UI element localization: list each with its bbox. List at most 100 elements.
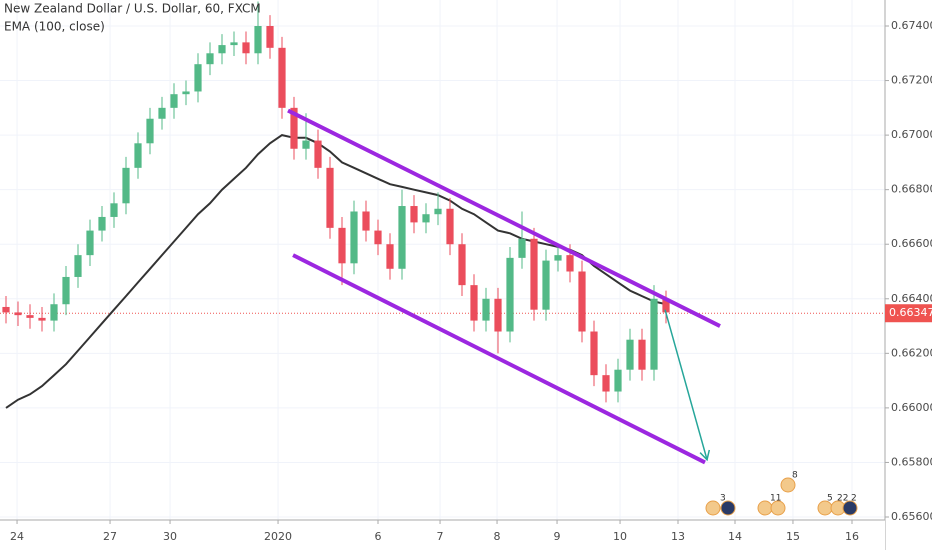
candle-body	[662, 298, 670, 313]
event-count: 3	[720, 494, 726, 504]
event-icon[interactable]	[720, 500, 736, 516]
candle-body	[554, 255, 562, 261]
forecast-arrow-head	[699, 449, 711, 462]
price-axis	[885, 0, 932, 550]
candle-body	[242, 42, 250, 54]
event-icon[interactable]	[770, 500, 786, 516]
event-count: 22	[837, 494, 848, 504]
trendline	[287, 108, 721, 328]
event-icon[interactable]	[705, 500, 721, 516]
x-tick-label: 10	[613, 530, 627, 543]
y-tick-label: 0.67400	[891, 19, 932, 32]
candle-body	[398, 206, 406, 269]
candle-body	[470, 285, 478, 321]
x-tick-label: 6	[375, 530, 382, 543]
forecast-arrow	[664, 309, 708, 460]
candle-body	[158, 107, 166, 119]
candle-body	[338, 227, 346, 264]
candle-body	[302, 140, 310, 149]
x-tick-label: 7	[437, 530, 444, 543]
candle-body	[74, 255, 82, 277]
candle-body	[626, 339, 634, 370]
y-tick-label: 0.66600	[891, 237, 932, 250]
y-tick-label: 0.66400	[891, 292, 932, 305]
indicator-label: EMA (100, close)	[4, 20, 105, 34]
event-icon[interactable]	[842, 500, 858, 516]
x-tick-label: 24	[10, 530, 24, 543]
event-icon[interactable]	[780, 477, 796, 493]
candle-body	[146, 118, 154, 144]
candle-body	[422, 214, 430, 223]
y-tick-label: 0.67000	[891, 128, 932, 141]
candle-body	[506, 257, 514, 332]
candle-body	[218, 45, 226, 54]
candle-body	[170, 94, 178, 108]
candle-body	[458, 244, 466, 286]
chart-title: New Zealand Dollar / U.S. Dollar, 60, FX…	[4, 2, 261, 16]
candle-body	[374, 230, 382, 245]
candle-body	[650, 298, 658, 370]
y-tick-label: 0.66000	[891, 401, 932, 414]
candle-body	[230, 42, 238, 46]
candle-body	[110, 203, 118, 217]
candle-body	[614, 369, 622, 392]
candle-body	[290, 107, 298, 149]
candle-body	[578, 271, 586, 332]
candle-body	[14, 312, 22, 316]
event-icons[interactable]: 3 11 8 5 22 2	[705, 471, 858, 516]
x-tick-label: 16	[845, 530, 859, 543]
event-count: 2	[851, 494, 857, 504]
x-tick-label: 9	[554, 530, 561, 543]
candle-body	[410, 206, 418, 223]
candle-body	[254, 26, 262, 54]
candle-body	[326, 167, 334, 228]
candle-body	[2, 306, 10, 313]
x-tick-label: 13	[671, 530, 685, 543]
candle-body	[122, 167, 130, 204]
candle-body	[50, 304, 58, 321]
x-tick-label: 15	[786, 530, 800, 543]
y-tick-label: 0.67200	[891, 74, 932, 87]
x-tick-label: 27	[103, 530, 117, 543]
candle-body	[530, 238, 538, 310]
candle-body	[590, 331, 598, 376]
event-count: 11	[770, 494, 781, 504]
candle-body	[314, 140, 322, 168]
y-tick-label: 0.65600	[891, 510, 932, 523]
candle-body	[638, 339, 646, 370]
x-tick-label: 2020	[264, 530, 292, 543]
candle-body	[494, 298, 502, 332]
candle-body	[26, 315, 34, 318]
candle-body	[566, 255, 574, 272]
candle-body	[482, 298, 490, 321]
candle-body	[86, 230, 94, 256]
candle-body	[362, 211, 370, 231]
candle-body	[194, 64, 202, 92]
candle-body	[206, 53, 214, 65]
last-price-tag	[885, 304, 932, 323]
candle-body	[542, 260, 550, 310]
last-price-label: 0.66347	[889, 306, 932, 319]
candle-body	[446, 208, 454, 245]
candle-body	[98, 216, 106, 231]
candle-body	[62, 276, 70, 305]
y-tick-label: 0.65800	[891, 455, 932, 468]
event-count: 8	[792, 471, 798, 481]
event-count: 5	[827, 494, 833, 504]
x-tick-label: 8	[494, 530, 501, 543]
candle-body	[386, 244, 394, 269]
candle-body	[350, 211, 358, 264]
time-axis	[0, 520, 885, 550]
x-tick-label: 30	[163, 530, 177, 543]
candle-body	[434, 208, 442, 215]
candle-body	[134, 143, 142, 168]
y-tick-label: 0.66800	[891, 183, 932, 196]
candle-body	[518, 238, 526, 258]
y-tick-label: 0.66200	[891, 346, 932, 359]
candle-body	[266, 26, 274, 48]
candle-body	[182, 91, 190, 95]
candle-body	[38, 317, 46, 321]
candle-body	[278, 47, 286, 108]
trendline	[292, 253, 706, 465]
